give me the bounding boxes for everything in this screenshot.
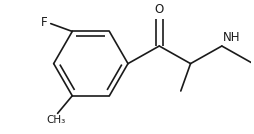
- Text: O: O: [155, 3, 164, 16]
- Text: CH₃: CH₃: [46, 115, 65, 125]
- Text: NH: NH: [223, 31, 240, 44]
- Text: F: F: [41, 16, 48, 29]
